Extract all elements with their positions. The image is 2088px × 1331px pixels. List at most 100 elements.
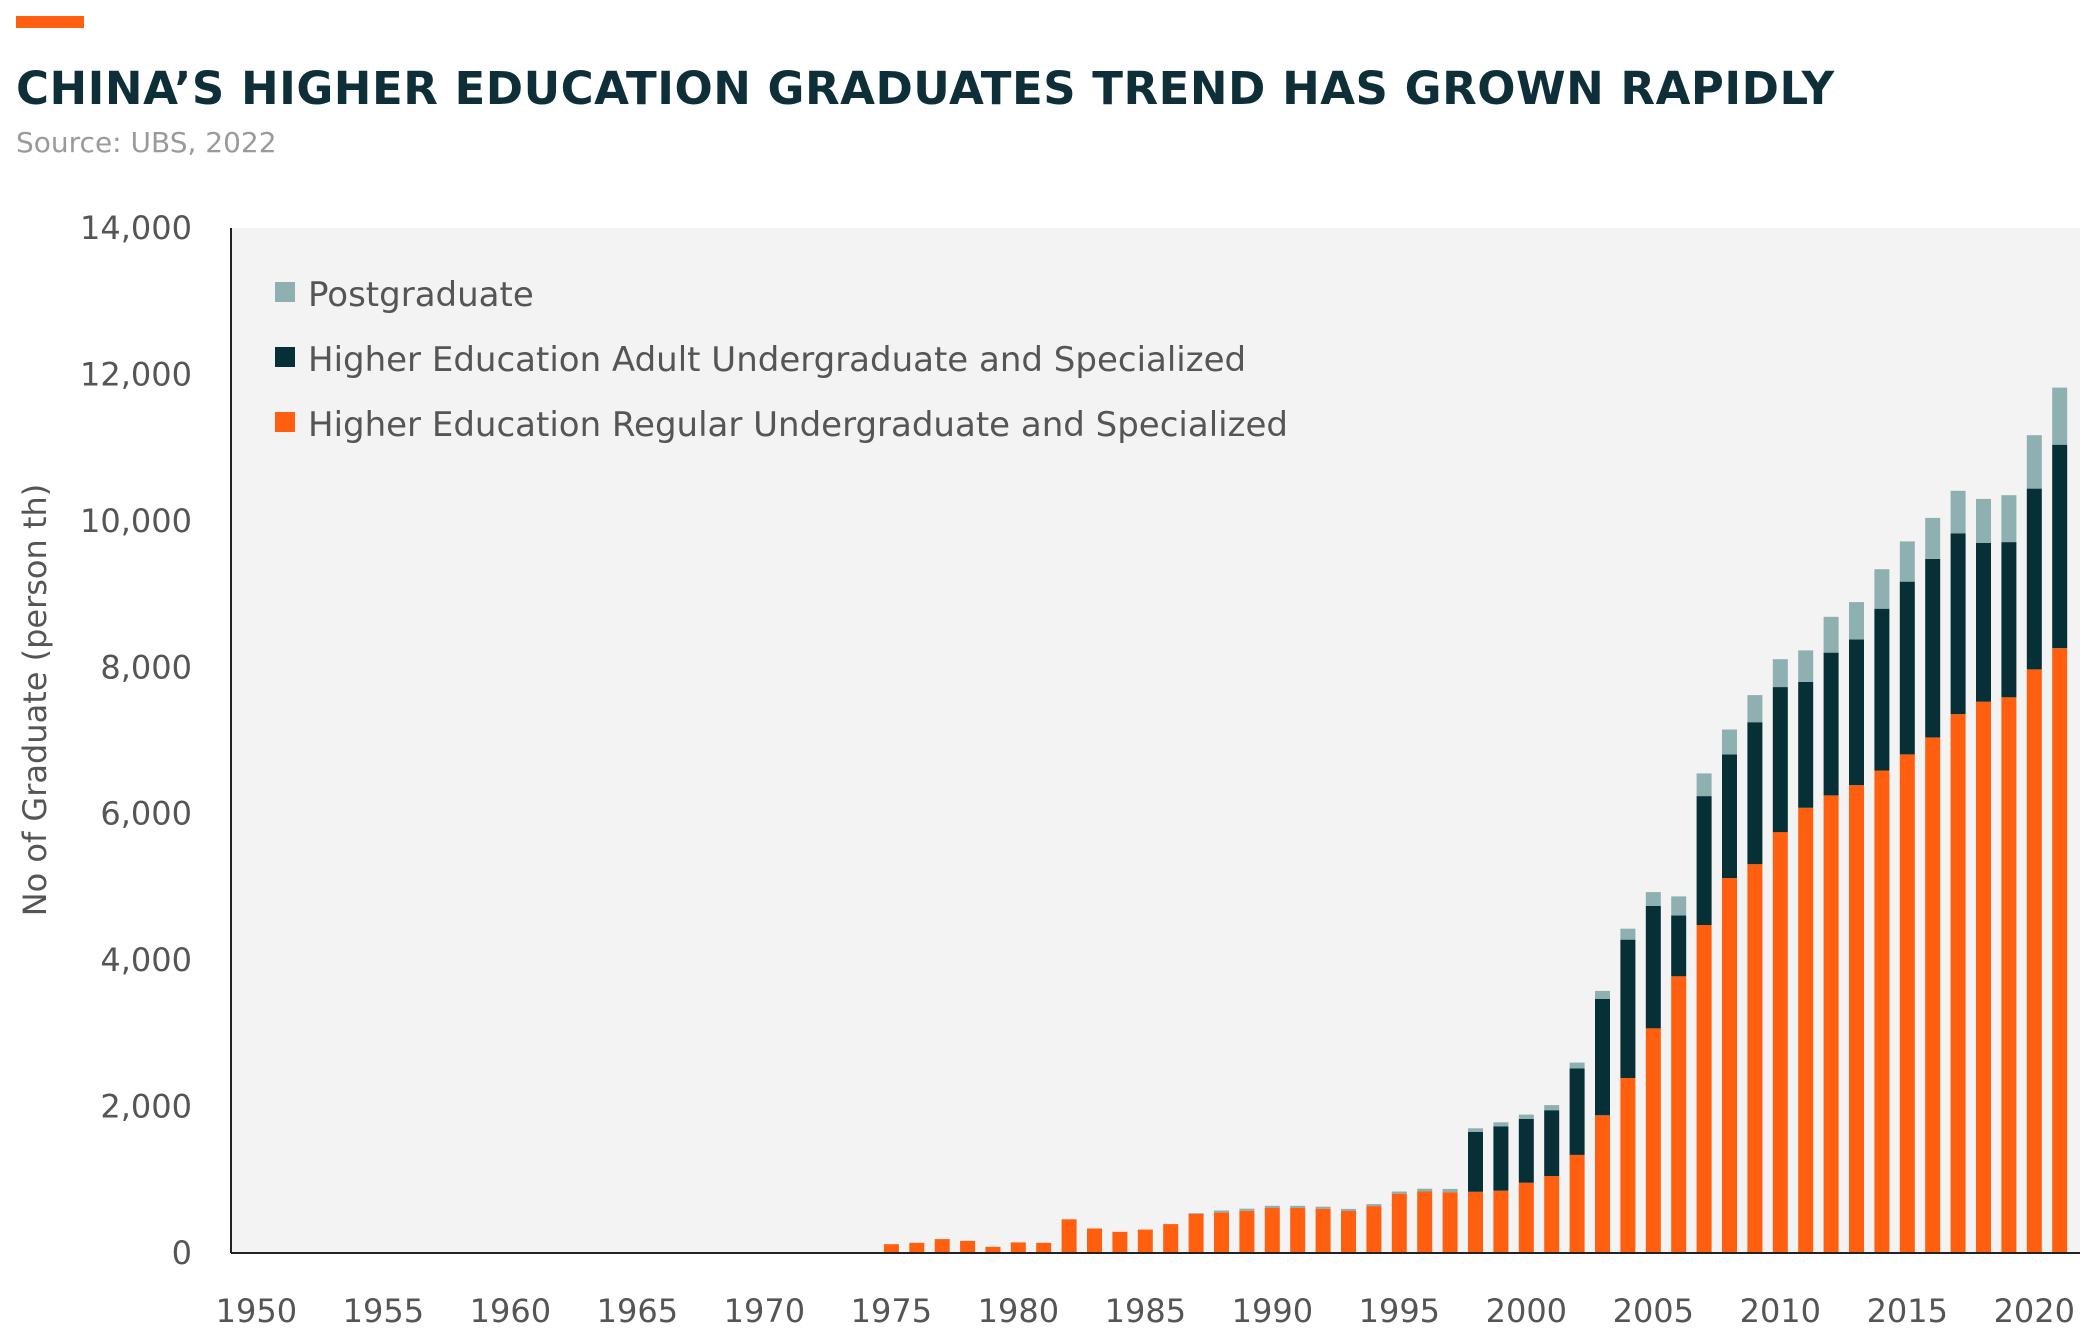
bar-regular-1987 — [1188, 1213, 1204, 1253]
y-tick-label: 10,000 — [80, 502, 192, 540]
bar-regular-2010 — [1772, 832, 1788, 1253]
y-tick-label: 8,000 — [100, 648, 192, 686]
bar-regular-2016 — [1925, 737, 1941, 1253]
bar-regular-1979 — [985, 1246, 1001, 1253]
bar-regular-2013 — [1849, 785, 1864, 1253]
bar-postgraduate-2011 — [1798, 650, 1814, 682]
bar-adult-2012 — [1823, 652, 1839, 796]
bar-postgraduate-2006 — [1671, 896, 1687, 916]
bar-postgraduate-2007 — [1696, 773, 1712, 797]
legend-label: Postgraduate — [308, 275, 534, 315]
bar-regular-1983 — [1087, 1228, 1102, 1253]
bar-adult-2018 — [1976, 542, 1991, 702]
bar-adult-2013 — [1849, 639, 1864, 786]
bar-postgraduate-2004 — [1620, 928, 1636, 940]
bars-group — [883, 387, 2068, 1254]
x-tick-label: 1975 — [851, 1292, 932, 1330]
y-tick-label: 12,000 — [80, 355, 192, 393]
bar-postgraduate-2018 — [1976, 498, 1991, 543]
bar-adult-2020 — [2026, 488, 2042, 670]
bar-postgraduate-2021 — [2052, 387, 2068, 445]
bar-regular-1998 — [1468, 1191, 1483, 1253]
bar-regular-1997 — [1442, 1192, 1458, 1253]
bar-adult-2002 — [1569, 1068, 1585, 1155]
bar-adult-2005 — [1645, 906, 1661, 1029]
x-tick-label: 2020 — [1994, 1292, 2075, 1330]
bar-adult-2010 — [1772, 687, 1788, 833]
bar-regular-1978 — [960, 1240, 976, 1253]
bar-regular-2012 — [1823, 795, 1839, 1253]
bar-regular-1989 — [1239, 1210, 1255, 1253]
bar-regular-1986 — [1163, 1224, 1179, 1253]
bar-regular-2002 — [1569, 1154, 1585, 1253]
bar-regular-2011 — [1798, 807, 1814, 1253]
bar-postgraduate-1996 — [1417, 1188, 1433, 1192]
legend-label: Higher Education Adult Undergraduate and… — [308, 340, 1246, 380]
source-note: Source: UBS, 2022 — [16, 126, 277, 159]
bar-regular-2009 — [1747, 864, 1763, 1253]
bar-regular-1990 — [1264, 1208, 1280, 1253]
y-tick-label: 6,000 — [100, 795, 192, 833]
bar-regular-2003 — [1595, 1115, 1610, 1253]
bar-postgraduate-1994 — [1366, 1204, 1382, 1207]
bar-regular-2017 — [1950, 714, 1966, 1253]
bar-postgraduate-1990 — [1264, 1205, 1280, 1208]
bar-regular-2005 — [1645, 1028, 1661, 1253]
bar-regular-1985 — [1137, 1229, 1153, 1253]
bar-regular-2018 — [1976, 701, 1991, 1253]
bar-regular-1992 — [1315, 1208, 1331, 1253]
bar-postgraduate-1998 — [1468, 1128, 1483, 1132]
bar-regular-2019 — [2001, 697, 2017, 1253]
x-tick-label: 2010 — [1740, 1292, 1821, 1330]
bar-postgraduate-2009 — [1747, 695, 1763, 723]
bar-regular-1976 — [909, 1242, 925, 1254]
bar-postgraduate-1988 — [1214, 1210, 1229, 1213]
bar-postgraduate-2020 — [2026, 435, 2042, 489]
x-tick-label: 1995 — [1359, 1292, 1440, 1330]
bar-postgraduate-2005 — [1645, 892, 1661, 906]
legend-swatch — [275, 412, 295, 432]
bar-regular-1991 — [1290, 1208, 1306, 1253]
x-tick-label: 2005 — [1613, 1292, 1694, 1330]
bar-adult-2015 — [1899, 581, 1915, 755]
x-tick-label: 1950 — [216, 1292, 297, 1330]
bar-regular-2007 — [1696, 925, 1712, 1253]
bar-postgraduate-1987 — [1188, 1213, 1204, 1214]
bar-postgraduate-1991 — [1290, 1205, 1306, 1208]
bar-regular-2008 — [1722, 878, 1737, 1253]
x-tick-label: 1990 — [1232, 1292, 1313, 1330]
bar-adult-2001 — [1544, 1110, 1560, 1177]
bar-adult-2008 — [1722, 754, 1737, 879]
bar-regular-1993 — [1341, 1210, 1356, 1253]
bar-adult-1998 — [1468, 1131, 1483, 1192]
bar-postgraduate-1993 — [1341, 1208, 1356, 1211]
bar-regular-2001 — [1544, 1176, 1560, 1253]
bar-adult-2006 — [1671, 915, 1687, 977]
y-tick-label: 0 — [172, 1234, 192, 1272]
bar-regular-1977 — [934, 1239, 950, 1253]
bar-regular-1994 — [1366, 1206, 1382, 1253]
y-tick-label: 2,000 — [100, 1088, 192, 1126]
legend-swatch — [275, 347, 295, 367]
bar-regular-1995 — [1391, 1193, 1407, 1253]
bar-regular-1981 — [1036, 1242, 1052, 1254]
y-tick-labels: 0 2,000 4,000 6,000 8,000 10,000 12,000 14,000 — [80, 209, 192, 1272]
bar-postgraduate-1989 — [1239, 1208, 1255, 1211]
x-tick-label: 1965 — [597, 1292, 678, 1330]
bar-postgraduate-1992 — [1315, 1206, 1331, 1209]
bar-postgraduate-2019 — [2001, 495, 2017, 543]
bar-regular-2021 — [2052, 648, 2068, 1254]
bar-adult-2014 — [1874, 608, 1890, 771]
accent-bar — [16, 16, 84, 28]
bar-postgraduate-2003 — [1595, 990, 1610, 999]
bar-postgraduate-2002 — [1569, 1062, 1585, 1069]
bar-regular-2014 — [1874, 770, 1890, 1253]
bar-postgraduate-2010 — [1772, 659, 1788, 687]
bar-regular-1988 — [1214, 1212, 1229, 1253]
bar-regular-1996 — [1417, 1191, 1433, 1253]
x-tick-label: 1985 — [1105, 1292, 1186, 1330]
y-axis-title: No of Graduate (person th) — [16, 484, 54, 917]
bar-adult-2003 — [1595, 998, 1610, 1116]
legend-swatch — [275, 282, 295, 302]
